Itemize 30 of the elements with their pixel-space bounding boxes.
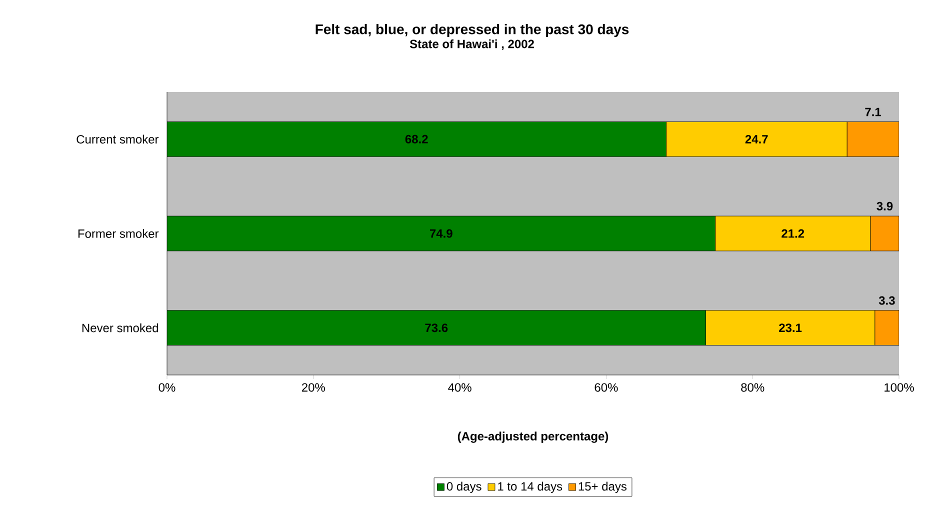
x-tick-label: 80% xyxy=(741,383,764,392)
data-label: 74.9 xyxy=(430,229,452,238)
data-label: 73.6 xyxy=(425,324,448,332)
bar xyxy=(167,122,666,157)
x-axis-title: (Age-adjusted percentage) xyxy=(458,432,608,443)
data-label: 3.3 xyxy=(878,296,895,305)
y-tick-label: Former smoker xyxy=(78,229,159,238)
y-tick-label: Current smoker xyxy=(76,134,159,144)
data-label: 21.2 xyxy=(782,229,804,238)
x-tick-label: 40% xyxy=(448,383,472,392)
chart-subtitle: State of Hawai'i , 2002 xyxy=(410,39,534,50)
legend-label: 15+ days xyxy=(578,482,627,493)
data-label: 3.9 xyxy=(876,202,893,210)
data-label: 23.1 xyxy=(779,324,802,332)
x-tick-label: 20% xyxy=(302,383,325,392)
y-tick-label: Never smoked xyxy=(82,323,158,332)
data-label: 24.7 xyxy=(745,134,768,144)
legend-label: 0 days xyxy=(446,482,482,493)
bar xyxy=(167,216,716,252)
bar xyxy=(167,310,706,346)
x-tick-label: 0% xyxy=(158,383,176,392)
data-label: 7.1 xyxy=(865,108,882,116)
bar xyxy=(870,216,900,252)
chart-title: Felt sad, blue, or depressed in the past 30 days xyxy=(316,24,629,38)
bar xyxy=(846,122,900,157)
legend-label: 1 to 14 days xyxy=(498,482,562,493)
data-label: 68.2 xyxy=(405,134,428,144)
bar xyxy=(874,310,900,346)
x-tick-label: 100% xyxy=(884,383,914,392)
x-tick-label: 60% xyxy=(594,383,618,392)
